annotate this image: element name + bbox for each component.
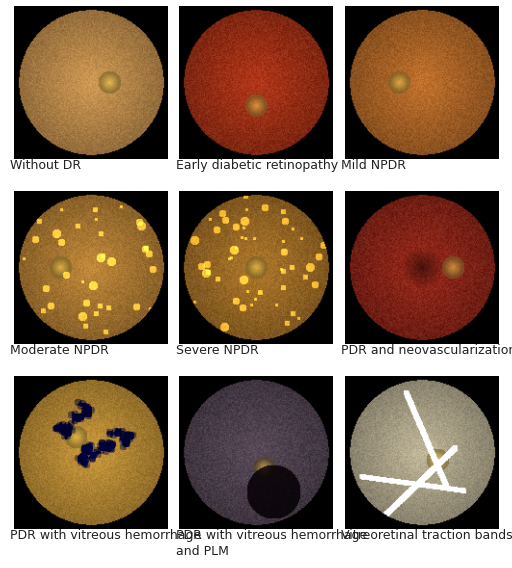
Text: Moderate NPDR: Moderate NPDR <box>10 344 109 357</box>
Text: PDR with vitreous hemorrhage: PDR with vitreous hemorrhage <box>10 529 202 542</box>
Text: Vitreoretinal traction bands: Vitreoretinal traction bands <box>342 529 512 542</box>
Text: Mild NPDR: Mild NPDR <box>342 159 407 172</box>
Text: Severe NPDR: Severe NPDR <box>176 344 259 357</box>
Text: Early diabetic retinopathy: Early diabetic retinopathy <box>176 159 338 172</box>
Text: PDR with vitreous hemorrhage
and PLM: PDR with vitreous hemorrhage and PLM <box>176 529 367 558</box>
Text: Without DR: Without DR <box>10 159 81 172</box>
Text: PDR and neovascularization: PDR and neovascularization <box>342 344 512 357</box>
